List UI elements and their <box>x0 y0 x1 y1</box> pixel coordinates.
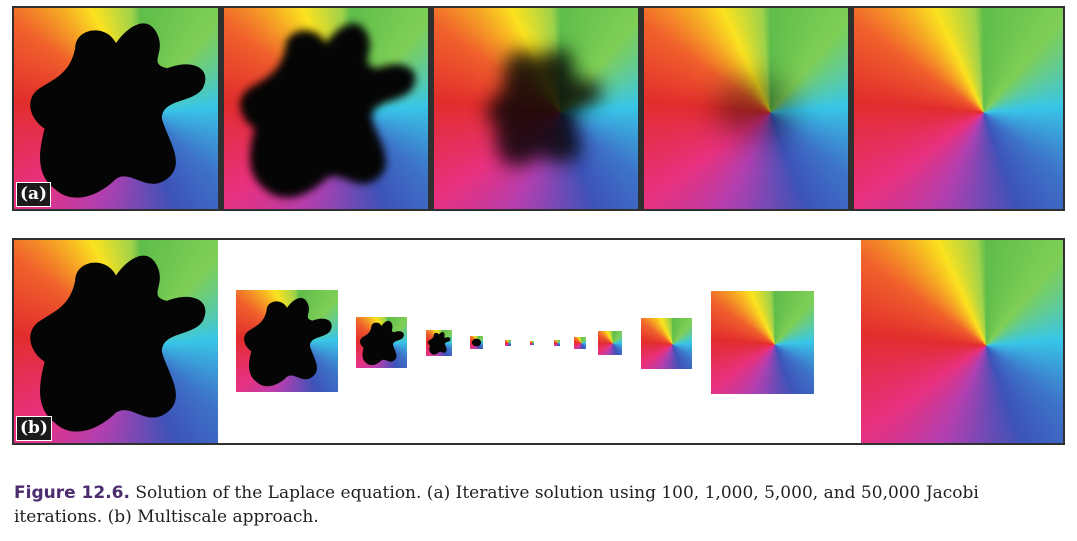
panel-a-100-iterations <box>224 8 428 209</box>
diffused-shape <box>240 23 416 198</box>
figure-number: Figure 12.6. <box>14 483 130 503</box>
shape-mask <box>30 255 206 432</box>
multiscale-pyramid <box>218 240 861 443</box>
pyramid-level-up-2 <box>641 318 692 369</box>
panel-b-result <box>861 240 1063 443</box>
figure-caption: Figure 12.6. Solution of the Laplace equ… <box>14 481 1064 529</box>
pyramid-level-down-3 <box>426 330 452 356</box>
pyramid-level-down-5 <box>505 340 511 346</box>
pyramid-level-up-4 <box>574 337 586 349</box>
pyramid-level-down-4 <box>470 336 483 349</box>
shape-mask <box>30 23 206 198</box>
panel-a-5000-iterations <box>644 8 848 209</box>
panel-b-initial: (b) <box>14 240 218 443</box>
pyramid-level-up-3 <box>598 331 622 355</box>
diffused-shape <box>715 76 797 141</box>
shape-mask <box>244 297 332 387</box>
caption-text: Solution of the Laplace equation. (a) It… <box>14 483 979 527</box>
pyramid-level-down-1 <box>236 290 338 392</box>
diffused-shape <box>486 48 602 167</box>
row-b: (b) <box>12 238 1065 445</box>
row-a: (a) <box>12 6 1065 211</box>
pyramid-level-coarsest <box>530 341 534 345</box>
pyramid-level-down-2 <box>356 317 407 368</box>
shape-mask <box>360 320 404 366</box>
shape-mask <box>471 338 482 347</box>
panel-a-1000-iterations <box>434 8 638 209</box>
pyramid-level-up-5 <box>554 340 560 346</box>
shape-mask <box>428 331 451 355</box>
row-a-label: (a) <box>16 182 52 207</box>
panel-a-initial: (a) <box>14 8 218 209</box>
row-b-label: (b) <box>16 416 52 441</box>
panel-a-50000-iterations <box>854 8 1063 209</box>
pyramid-level-up-1 <box>711 291 814 394</box>
